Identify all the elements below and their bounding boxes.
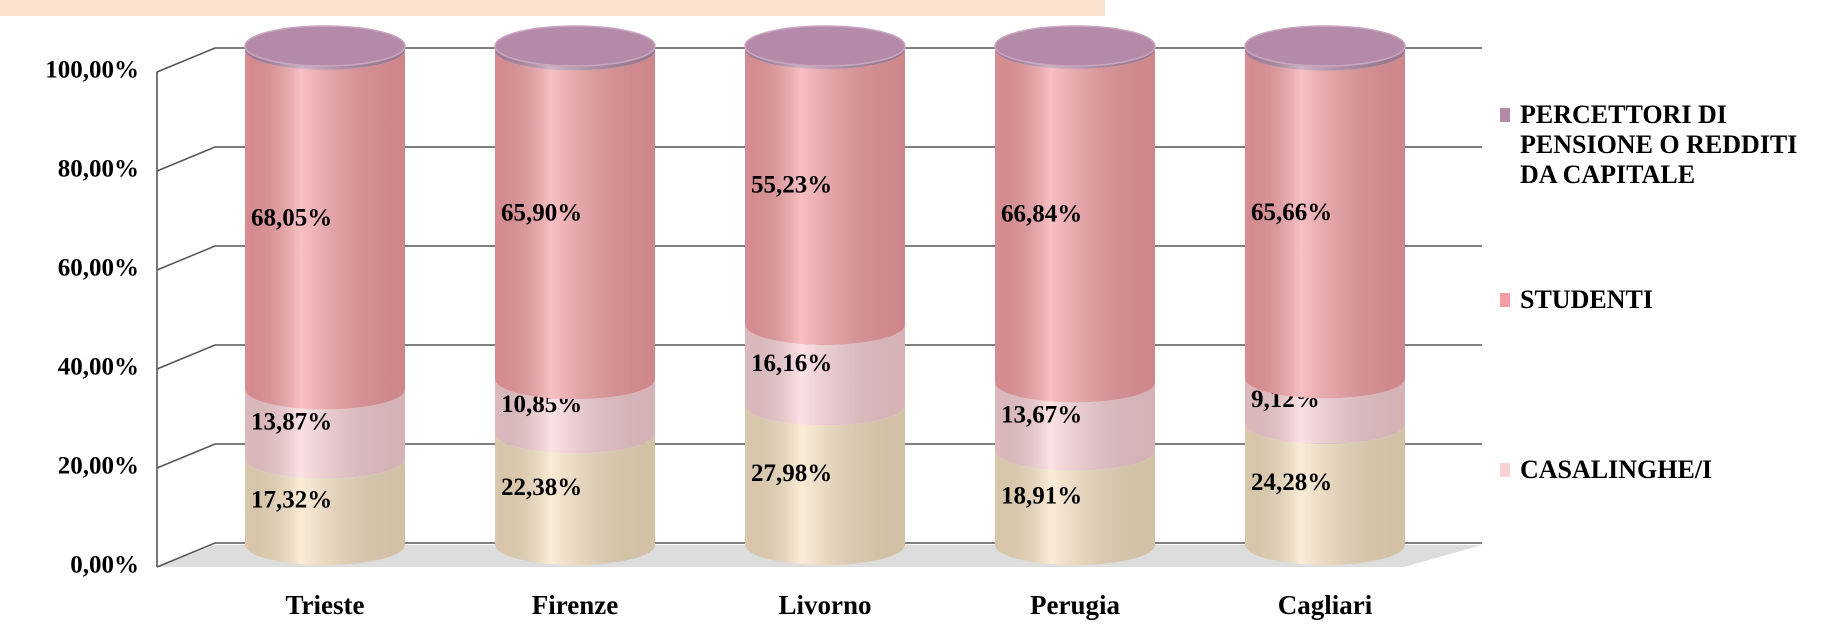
x-tick-label: Livorno (778, 590, 871, 620)
data-label: 22,38% (501, 474, 582, 501)
data-label: 17,32% (251, 487, 332, 514)
y-tick-label: 100,00% (45, 57, 139, 84)
x-tick-label: Cagliari (1278, 590, 1373, 620)
segment-shade (1245, 50, 1405, 399)
y-tick-label: 60,00% (58, 255, 139, 282)
legend-item: PERCETTORI DI PENSIONE O REDDITI DA CAPI… (1500, 100, 1820, 190)
segment-shade (745, 324, 905, 426)
data-label: 13,67% (1001, 401, 1082, 428)
segment-shade (995, 382, 1155, 471)
data-label: 65,90% (501, 199, 582, 226)
segment-shade (245, 389, 405, 479)
x-tick-label: Perugia (1030, 590, 1120, 620)
data-label: 13,87% (251, 409, 332, 436)
segment-shade (245, 49, 405, 410)
data-label: 55,23% (751, 172, 832, 199)
data-label: 16,16% (751, 350, 832, 377)
y-tick-label: 40,00% (58, 354, 139, 381)
legend-label: STUDENTI (1520, 285, 1653, 314)
segment-shade (995, 450, 1155, 565)
segment-shade (245, 458, 405, 565)
segment-shade (495, 433, 655, 565)
segment-shade (745, 49, 905, 345)
data-label: 68,05% (251, 204, 332, 231)
y-tick-label: 20,00% (58, 453, 139, 480)
segment-shade (495, 379, 655, 454)
segment-shade (1245, 378, 1405, 444)
data-label: 66,84% (1001, 200, 1082, 227)
cylinder-top (994, 25, 1156, 67)
legend-item: STUDENTI (1500, 285, 1653, 315)
y-tick-label: 0,00% (70, 552, 139, 579)
cylinder-top (744, 25, 906, 67)
cylinder-top (1244, 25, 1406, 67)
legend-swatch (1500, 108, 1510, 122)
banner (0, 0, 1105, 16)
y-tick-label: 80,00% (58, 156, 139, 183)
data-label: 24,28% (1251, 469, 1332, 496)
data-label: 65,66% (1251, 199, 1332, 226)
segment-shade (995, 48, 1155, 403)
cylinder-top (494, 25, 656, 67)
cylinder-top (244, 25, 406, 67)
segment-shade (1245, 423, 1405, 565)
data-label: 18,91% (1001, 483, 1082, 510)
legend-swatch (1500, 463, 1510, 477)
legend-label: CASALINGHE/I (1520, 455, 1713, 484)
x-tick-label: Firenze (532, 590, 618, 620)
segment-shade (745, 405, 905, 565)
segment-shade (495, 50, 655, 400)
data-label: 27,98% (751, 460, 832, 487)
legend-item: CASALINGHE/I (1500, 455, 1712, 485)
legend-label: PERCETTORI DI PENSIONE O REDDITI DA CAPI… (1520, 100, 1798, 189)
legend-swatch (1500, 293, 1510, 307)
x-tick-label: Trieste (286, 590, 365, 620)
